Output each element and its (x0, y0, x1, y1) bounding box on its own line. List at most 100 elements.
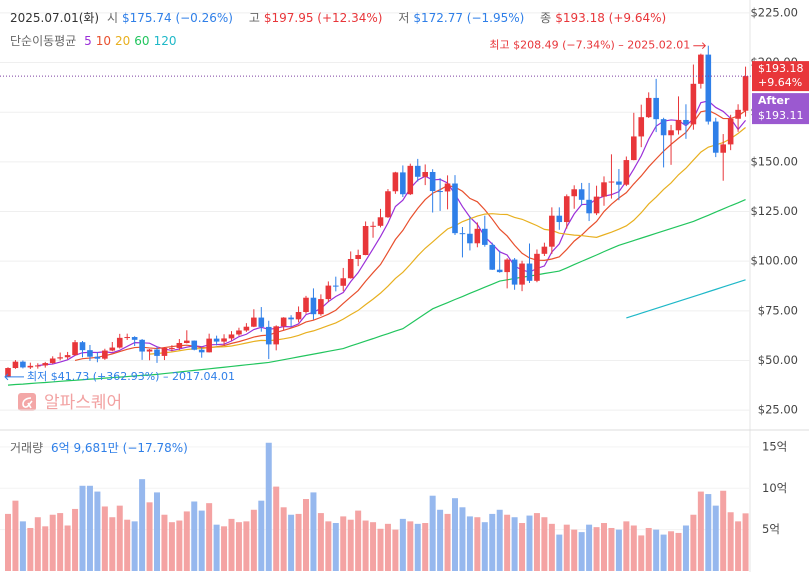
candle-body (333, 285, 339, 287)
candle-body (549, 215, 555, 247)
candle-body (184, 340, 190, 343)
candle-body (116, 337, 123, 348)
volume-bar (548, 523, 555, 571)
candle-body (295, 312, 302, 320)
open-label: 시 (106, 11, 118, 25)
volume-title: 거래량 (10, 441, 44, 455)
candle-body (146, 349, 153, 352)
candle-body (474, 228, 481, 244)
candle-body (169, 347, 175, 349)
volume-bars (5, 442, 749, 571)
candle-body (437, 191, 443, 193)
ma-line (7, 199, 746, 386)
volume-bar (720, 490, 727, 571)
close-value: $193.18 (+9.64%) (555, 11, 667, 25)
volume-bar (72, 508, 79, 571)
y-tick-label: $225.00 (750, 5, 798, 19)
candle-body (534, 253, 540, 281)
candle-body (422, 171, 428, 177)
volume-bar (183, 511, 190, 571)
volume-bar (139, 479, 146, 571)
legend-entry: 5 (84, 34, 92, 48)
candles (5, 45, 749, 377)
ma-line (626, 279, 746, 319)
price-tag-close: $193.18 (758, 62, 804, 75)
candle-body (20, 361, 26, 368)
volume-bar (154, 492, 160, 571)
volume-bar (735, 521, 742, 571)
ma-legend-title: 단순이동평균 (10, 34, 77, 48)
candle-body (556, 215, 563, 223)
candle-body (79, 342, 86, 351)
low-value: $172.77 (−1.95%) (413, 11, 525, 25)
candle-body (355, 255, 361, 259)
annotation-arrow (4, 373, 24, 381)
volume-bar (630, 525, 637, 571)
candle-body (698, 54, 704, 84)
volume-bar (27, 527, 34, 571)
volume-bar (168, 522, 175, 571)
volume-bar (206, 503, 213, 571)
volume-bar (310, 492, 317, 571)
volume-bar (198, 510, 205, 571)
volume-bar (146, 502, 153, 571)
candle-body (310, 297, 317, 315)
candle-body (653, 97, 659, 120)
volume-bar (12, 500, 19, 571)
volume-bar (303, 499, 309, 571)
volume-bar (347, 519, 354, 571)
candle-body (519, 263, 525, 285)
candle-body (243, 326, 250, 331)
candle-body (616, 181, 622, 185)
volume-bar (250, 509, 257, 571)
volume-bar (571, 529, 578, 571)
volume-bar (682, 525, 689, 571)
volume-bar (578, 532, 585, 571)
y-tick-label: $25.00 (758, 403, 798, 417)
candle-body (496, 269, 503, 273)
legend-entry: 60 (134, 34, 150, 48)
open-value: $175.74 (−0.26%) (122, 11, 233, 25)
volume-bar (533, 513, 540, 571)
volume-bar (235, 522, 242, 571)
candle-body (385, 191, 391, 218)
volume-bar (399, 518, 406, 571)
candle-body (563, 196, 570, 223)
volume-bar (429, 495, 436, 571)
candle-body (444, 183, 451, 192)
legend-entry: 20 (115, 34, 131, 48)
candle-body (35, 365, 41, 367)
volume-bar (191, 501, 198, 571)
volume-bar (601, 523, 607, 571)
candle-body (213, 338, 220, 342)
candle-body (601, 182, 607, 197)
candle-body (288, 317, 294, 320)
candle-body (273, 326, 279, 345)
high-value: $197.95 (+12.34%) (263, 11, 383, 25)
candle-body (489, 244, 496, 270)
volume-bar (414, 523, 421, 571)
volume-bar (131, 521, 138, 571)
volume-bar (615, 529, 622, 571)
volume-bar (221, 526, 228, 571)
candle-body (191, 340, 198, 350)
volume-bar (332, 523, 339, 571)
candle-body (87, 350, 93, 357)
volume-bar (101, 506, 108, 571)
candle-body (265, 326, 272, 345)
y-tick-label: $50.00 (758, 353, 798, 367)
volume-bar (496, 509, 503, 571)
candle-body (236, 330, 242, 335)
volume-bar (452, 498, 458, 571)
volume-bar (124, 519, 131, 571)
candle-body (467, 233, 473, 244)
annotation: 최고 $208.49 (−7.34%) – 2025.02.01 (489, 39, 690, 52)
volume-bar (228, 518, 235, 571)
candle-body (131, 337, 138, 340)
ma-line (149, 127, 746, 355)
volume-bar (638, 535, 645, 571)
candle-body (12, 361, 19, 369)
candle-body (57, 357, 63, 359)
